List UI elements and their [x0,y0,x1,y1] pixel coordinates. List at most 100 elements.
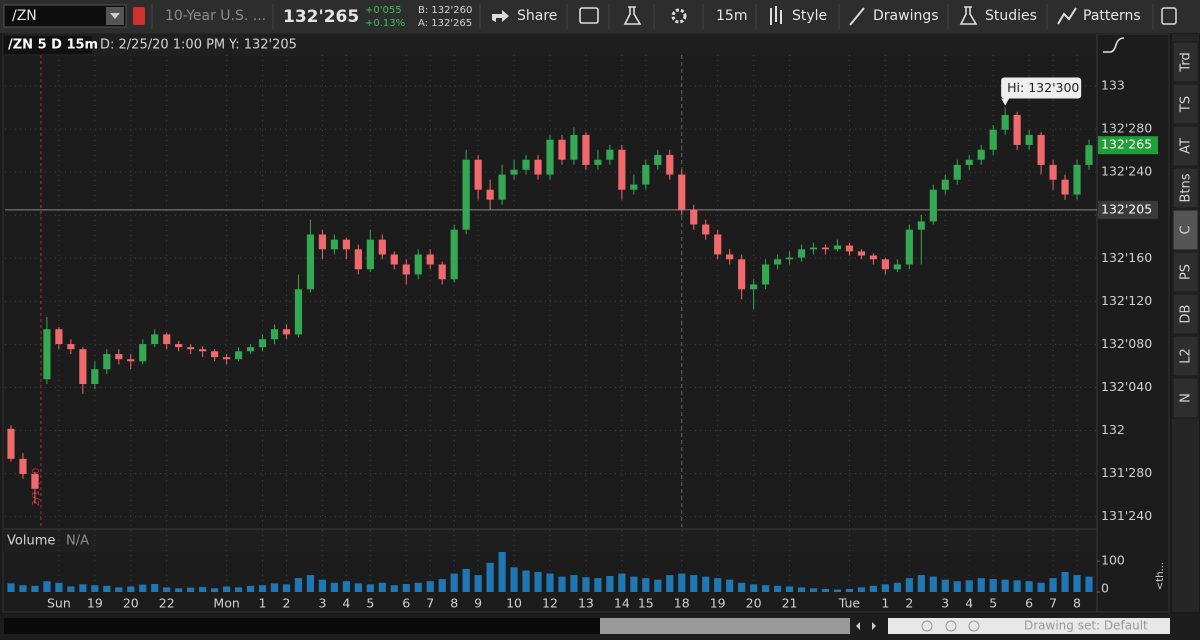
tab[interactable] [1172,377,1199,419]
candle-body [762,264,770,285]
candle-body [606,149,614,160]
volume-bar [833,589,842,592]
tab-label[interactable]: C [1179,225,1194,234]
tab-label[interactable]: L2 [1179,348,1194,364]
x-tick-label: 15 [638,596,654,611]
volume-bar [31,585,39,592]
cursor-value: Y: 132'205 [228,38,297,53]
settings-icon[interactable] [671,8,687,24]
volume-bar [187,587,195,592]
alert-icon[interactable] [133,7,145,25]
tab[interactable] [1172,251,1199,293]
x-tick-label: 4 [342,596,350,611]
volume-bar [426,581,434,592]
volume-bar [594,578,602,592]
candle-body [330,239,338,250]
axis-icon[interactable] [1103,37,1125,53]
style-icon[interactable] [770,6,782,25]
x-tick-label: 10 [506,596,522,611]
tab[interactable] [1172,335,1199,377]
candle-body [163,334,171,345]
notes-icon[interactable] [579,7,599,24]
y-tick-label: 132'240 [1101,164,1152,179]
style-button[interactable]: Style [792,8,827,24]
volume-tick-label: 100 [1101,553,1125,568]
volume-bar [175,588,183,592]
candle-body [103,354,111,370]
symbol-box[interactable] [3,4,127,28]
volume-bar [498,552,506,592]
patterns-icon[interactable] [1057,7,1077,25]
candle-body [438,264,446,280]
patterns-button[interactable]: Patterns [1083,8,1141,24]
volume-bar [809,588,818,592]
volume-bar [318,579,327,592]
flask-icon[interactable] [623,6,642,25]
x-tick-label: 19 [710,596,726,611]
candle-body [1001,114,1009,130]
volume-bar [905,578,913,592]
candle-body [845,245,854,252]
volume-bar [234,587,243,592]
studies-button[interactable]: Studies [985,8,1037,24]
volume-bar [869,585,877,592]
zoom-icon[interactable] [921,620,933,632]
x-tick-label: 18 [674,596,690,611]
candle-body [402,264,410,275]
tab-label[interactable]: AT [1179,138,1194,154]
tab-label[interactable]: TS [1179,96,1194,113]
tab[interactable] [1172,209,1199,251]
candle-body [426,254,434,265]
tab[interactable] [1172,125,1199,167]
tab-label[interactable]: Btns [1179,173,1194,202]
tab[interactable] [1172,293,1199,335]
volume-bar [845,588,854,592]
tab-label[interactable]: DB [1179,305,1194,324]
studies-tab[interactable]: <th... [1155,562,1166,590]
volume-bar [570,575,578,592]
volume-bar [953,581,961,592]
symbol[interactable]: /ZN [12,8,37,24]
candle-body [474,159,482,190]
candle-body [211,351,219,358]
volume-bar [199,587,207,592]
x-tick-label: 5 [366,596,374,611]
candle-body [1049,164,1057,180]
tab[interactable] [1172,41,1199,83]
tab-label[interactable]: N [1179,393,1194,403]
tab[interactable] [1172,167,1199,209]
volume-bar [450,573,458,592]
percent-change: +0.13% [365,18,405,29]
volume-bar [1001,579,1009,592]
tab-label[interactable]: Trd [1179,52,1194,72]
drawings-button[interactable]: Drawings [873,8,939,24]
candle-body [953,164,961,180]
volume-bar [354,583,362,592]
studies-icon[interactable] [959,6,978,25]
x-tick-label: 5 [989,596,997,611]
share-button[interactable]: Share [517,8,557,24]
chart-title: /ZN 5 D 15m [8,38,98,53]
y-tick-label: 131'240 [1101,508,1152,523]
tab[interactable] [1172,83,1199,125]
candle-body [91,369,99,385]
interval-button[interactable]: 15m [716,8,747,24]
tab-label[interactable]: PS [1179,264,1194,280]
candle-body [522,159,530,170]
candle-body [498,174,506,200]
volume-bar [270,583,279,592]
drawings-icon[interactable] [849,7,865,26]
volume-bar [726,579,734,592]
zoom-out-icon[interactable] [968,620,980,632]
share-icon[interactable] [492,10,509,22]
candle-body [797,249,806,258]
scroll-arrows[interactable] [856,622,876,630]
zoom-in-icon[interactable] [945,620,957,632]
volume-bar [1025,581,1033,592]
drawing-set[interactable]: Drawing set: Default [1024,619,1148,633]
candle-body [1061,179,1069,195]
more-icon[interactable] [1161,7,1177,25]
scroll-thumb[interactable] [600,618,850,634]
candle-body [151,334,159,345]
title-box [4,36,92,54]
